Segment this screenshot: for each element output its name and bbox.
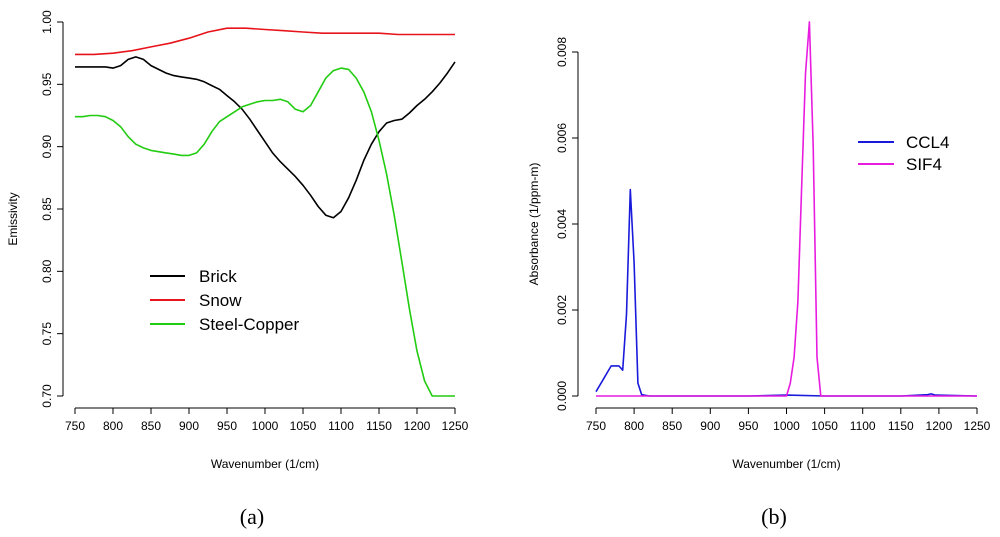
x-tick-label: 1150 (366, 419, 392, 433)
panel-caption: (b) (761, 504, 787, 529)
legend-label: SIF4 (906, 155, 942, 174)
x-tick-label: 1050 (290, 419, 317, 433)
y-tick-label: 0.002 (555, 295, 569, 325)
x-tick-label: 750 (586, 419, 606, 433)
y-tick-label: 0.70 (40, 384, 54, 408)
y-tick-label: 0.006 (555, 123, 569, 153)
y-axis-label: Absorbance (1/ppm-m) (527, 163, 541, 286)
legend-label: Brick (199, 267, 237, 286)
x-tick-label: 850 (662, 419, 682, 433)
y-tick-label: 0.80 (40, 259, 54, 283)
panel-caption: (a) (240, 504, 264, 529)
x-tick-label: 750 (65, 419, 85, 433)
x-tick-label: 1200 (926, 419, 953, 433)
x-tick-label: 950 (217, 419, 237, 433)
x-tick-label: 1150 (888, 419, 914, 433)
y-tick-label: 0.000 (555, 381, 569, 411)
y-tick-label: 0.75 (40, 322, 54, 346)
panel-b: 750 800 850 900 950 1000 1050 1100 1150 1200 1250 0… (527, 21, 991, 529)
x-tick-label: 900 (700, 419, 720, 433)
y-tick-label: 0.95 (40, 72, 54, 96)
series-line-brick (75, 56, 456, 219)
x-tick-label: 1100 (850, 419, 876, 433)
x-tick-label: 1000 (773, 419, 800, 433)
y-tick-label: 1.00 (40, 10, 54, 34)
legend-label: Steel-Copper (199, 315, 300, 334)
series-line-sif4 (596, 21, 977, 397)
y-tick-label: 0.008 (555, 37, 569, 67)
x-tick-label: 1200 (404, 419, 431, 433)
x-tick-label: 800 (624, 419, 644, 433)
series-line-steel-copper (75, 67, 455, 397)
x-tick-label: 1250 (442, 419, 469, 433)
series-line-snow (75, 27, 455, 56)
x-tick-label: 1250 (964, 419, 991, 433)
x-tick-label: 800 (103, 419, 123, 433)
x-axis-label: Wavenumber (1/cm) (211, 457, 319, 471)
x-tick-label: 1000 (252, 419, 279, 433)
x-tick-label: 850 (141, 419, 161, 433)
x-tick-label: 900 (179, 419, 199, 433)
legend-label: CCL4 (906, 133, 949, 152)
legend-label: Snow (199, 291, 242, 310)
x-tick-label: 1050 (811, 419, 838, 433)
x-axis-label: Wavenumber (1/cm) (732, 457, 840, 471)
legend: CCL4 SIF4 (858, 133, 949, 174)
y-axis-label: Emissivity (6, 192, 20, 245)
x-tick-label: 950 (738, 419, 758, 433)
legend: Brick Snow Steel-Copper (150, 267, 300, 334)
series-line-ccl4 (595, 188, 978, 397)
y-tick-label: 0.85 (40, 197, 54, 221)
panel-a: 750 800 850 900 950 1000 1050 1100 1150 1200 1250 0… (6, 10, 469, 529)
y-tick-label: 0.90 (40, 135, 54, 159)
x-tick-label: 1100 (328, 419, 354, 433)
y-tick-label: 0.004 (555, 209, 569, 239)
